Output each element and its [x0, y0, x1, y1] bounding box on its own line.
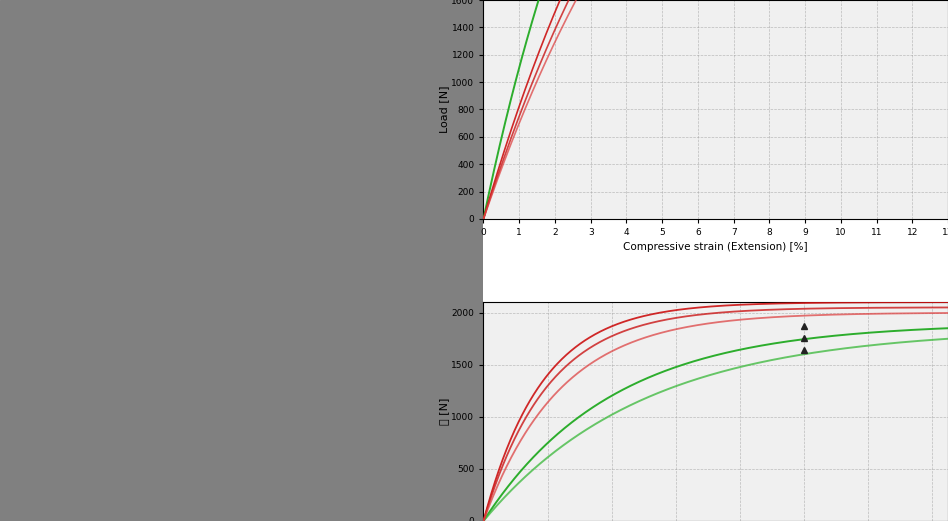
Y-axis label: Load [N]: Load [N]	[439, 85, 448, 133]
X-axis label: Compressive strain (Extension) [%]: Compressive strain (Extension) [%]	[624, 242, 808, 253]
Y-axis label: 힘 [N]: 힘 [N]	[439, 398, 448, 425]
